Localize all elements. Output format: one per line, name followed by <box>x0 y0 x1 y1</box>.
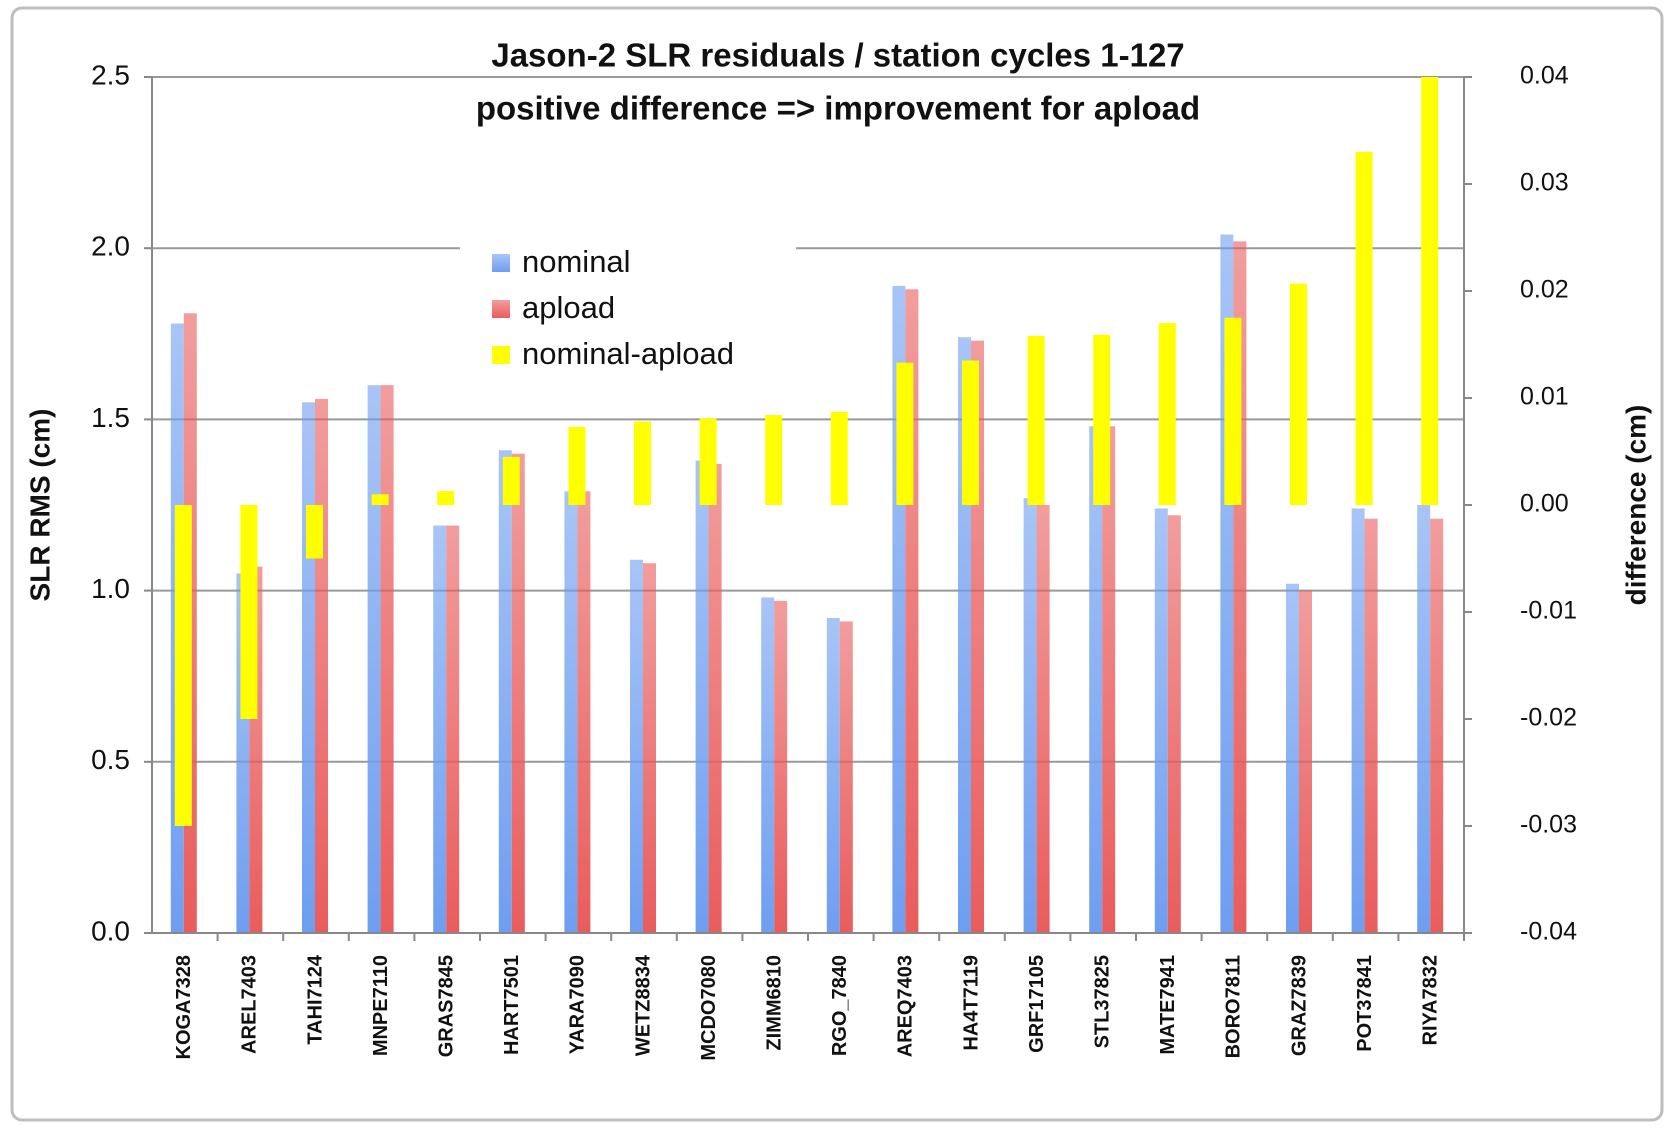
x-tick-label: HA4T7119 <box>960 955 982 1051</box>
bar <box>839 621 853 933</box>
legend-label: nominal <box>522 244 631 279</box>
legend-swatch <box>492 254 510 272</box>
chart-frame <box>10 6 1664 1122</box>
diff-bar <box>896 362 914 505</box>
diff-bar <box>1027 335 1045 505</box>
bar <box>630 559 643 933</box>
x-tick-label: YARA7090 <box>567 955 589 1054</box>
x-tick-label: RIYA7832 <box>1419 955 1441 1045</box>
diff-bar <box>699 418 717 505</box>
y-axis-title: SLR RMS (cm) <box>24 409 55 602</box>
bar <box>1351 508 1365 933</box>
y2-tick-label: -0.01 <box>1520 597 1577 625</box>
x-tick-label: STL37825 <box>1091 955 1113 1048</box>
legend-label: nominal-apload <box>522 336 734 371</box>
diff-bar <box>1224 317 1242 505</box>
x-tick-label: GRF17105 <box>1026 955 1048 1053</box>
x-tick-label: ZIMM6810 <box>763 955 785 1051</box>
bar <box>577 491 591 933</box>
legend-swatch <box>492 346 510 364</box>
diff-bar <box>1093 334 1111 505</box>
x-tick-label: BORO7811 <box>1223 955 1245 1058</box>
x-tick-label: MNPE7110 <box>370 955 392 1056</box>
bar <box>695 460 709 933</box>
x-tick-label: KOGA7328 <box>173 955 195 1060</box>
bar <box>643 563 656 933</box>
bar <box>315 398 328 934</box>
diff-bar <box>502 456 520 505</box>
y2-tick-label: 0.03 <box>1520 169 1569 197</box>
diff-bar <box>174 505 192 826</box>
x-tick-label: WETZ8834 <box>632 954 654 1056</box>
bar <box>564 491 578 933</box>
diff-bar <box>371 494 389 505</box>
diff-bar <box>568 426 586 505</box>
x-tick-label: POT37841 <box>1354 955 1376 1052</box>
bar <box>302 402 315 933</box>
bar <box>774 600 788 933</box>
bar <box>1286 583 1299 933</box>
x-tick-label: MATE7941 <box>1157 955 1179 1055</box>
x-tick-label: MCDO7080 <box>698 955 720 1061</box>
x-tick-label: GRAS7845 <box>435 955 457 1057</box>
bar <box>498 450 512 933</box>
diff-bar <box>306 505 323 559</box>
bar <box>1430 518 1444 933</box>
legend-label: apload <box>522 290 615 325</box>
x-tick-label: AREL7403 <box>239 955 261 1054</box>
legend-box <box>460 242 796 376</box>
y-tick-label: 1.0 <box>91 573 130 604</box>
diff-bar <box>830 411 848 505</box>
y2-tick-label: 0.04 <box>1520 62 1569 90</box>
bar <box>446 525 460 933</box>
bar <box>761 597 775 933</box>
x-tick-label: GRAZ7839 <box>1288 955 1310 1056</box>
diff-bar <box>1290 283 1307 505</box>
diff-bar <box>1421 77 1439 505</box>
bar <box>1364 518 1378 933</box>
bar <box>708 463 722 933</box>
y2-tick-label: -0.03 <box>1520 811 1577 839</box>
bar <box>380 385 394 933</box>
bar <box>1417 505 1431 933</box>
bar <box>433 525 447 933</box>
chart-title: Jason-2 SLR residuals / station cycles 1… <box>491 37 1184 74</box>
x-tick-label: HART7501 <box>501 955 523 1055</box>
y-tick-label: 2.5 <box>91 59 130 90</box>
x-tick-label: AREQ7403 <box>895 955 917 1057</box>
bar <box>1154 508 1168 933</box>
y2-tick-label: -0.02 <box>1520 704 1577 732</box>
y2-tick-label: 0.02 <box>1520 276 1569 304</box>
bar <box>1036 505 1050 933</box>
x-tick-label: TAHI7124 <box>304 954 326 1045</box>
diff-bar <box>240 505 258 719</box>
legend-swatch <box>492 300 510 318</box>
bar <box>1299 590 1312 933</box>
y-tick-label: 0.5 <box>91 744 130 775</box>
diff-bar <box>962 360 979 505</box>
y-tick-label: 0.0 <box>91 915 130 946</box>
diff-bar <box>634 421 651 505</box>
bar <box>826 617 840 933</box>
bar <box>1167 515 1181 933</box>
y2-tick-label: 0.00 <box>1520 490 1569 518</box>
diff-bar <box>1355 151 1373 505</box>
y-tick-label: 2.0 <box>91 231 130 262</box>
bar <box>511 453 525 933</box>
bar <box>1023 498 1037 933</box>
y-tick-label: 1.5 <box>91 402 130 433</box>
y2-tick-label: -0.04 <box>1520 918 1577 946</box>
diff-bar <box>1158 323 1176 505</box>
diff-bar <box>437 491 455 505</box>
bar <box>1102 426 1116 933</box>
chart-subtitle: positive difference => improvement for a… <box>476 90 1200 127</box>
y2-tick-label: 0.01 <box>1520 383 1569 411</box>
bar <box>367 385 381 933</box>
x-tick-label: RGO_7840 <box>829 955 851 1056</box>
bar <box>1089 426 1103 933</box>
y2-axis-title: difference (cm) <box>1620 405 1651 606</box>
diff-bar <box>765 415 783 505</box>
